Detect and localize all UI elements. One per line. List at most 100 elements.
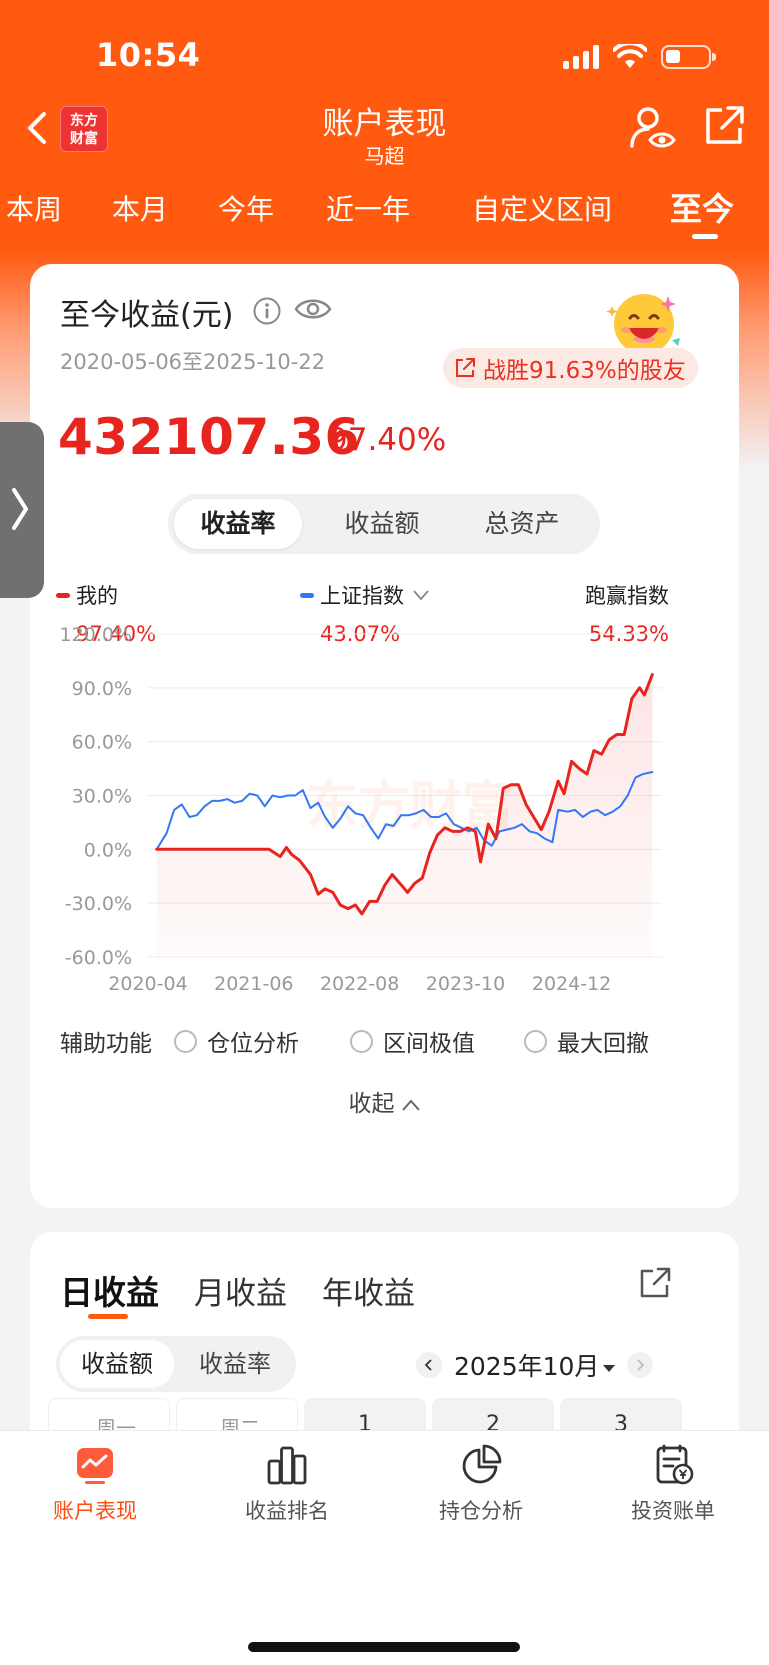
radio-icon	[524, 1029, 547, 1053]
return-chart[interactable]: 120.0% 90.0% 60.0% 30.0% 0.0% -30.0% -60.0% 202…	[30, 604, 739, 1024]
current-month-label: 2025年10月	[454, 1352, 600, 1381]
total-profit-rate: 97.40%	[328, 422, 447, 458]
eye-icon[interactable]	[294, 294, 332, 324]
mode-tab-rate[interactable]: 收益率	[199, 1350, 271, 1378]
chevron-right-icon	[637, 1359, 645, 1371]
bottom-nav-ranking-label: 收益排名	[245, 1499, 329, 1523]
battery-icon	[661, 45, 716, 69]
bottom-nav: 账户表现 收益排名 持仓分析 投资账单	[0, 1430, 769, 1665]
account-name: 马超	[364, 144, 405, 168]
tab-this-month[interactable]: 本月	[112, 193, 169, 226]
laughing-emoji-icon	[606, 294, 680, 354]
page-title: 账户表现	[322, 106, 447, 142]
y-tick-label: 120.0%	[60, 624, 132, 646]
tab-this-year[interactable]: 今年	[218, 193, 275, 226]
radio-icon	[174, 1029, 197, 1053]
user-view-icon[interactable]	[628, 104, 676, 152]
bottom-nav-ranking[interactable]: 收益排名	[212, 1443, 362, 1525]
aux-option-extremes[interactable]: 区间极值	[350, 1024, 475, 1058]
cellular-signal-icon	[563, 45, 599, 69]
next-month-button[interactable]	[627, 1352, 654, 1378]
prev-month-button[interactable]	[416, 1352, 442, 1378]
back-arrow-icon[interactable]	[22, 108, 52, 148]
period-tabs: 本周 本月 今年 近一年 自定义区间 至今	[0, 188, 769, 248]
info-icon[interactable]	[252, 296, 282, 326]
collapse-label: 收起	[348, 1091, 395, 1117]
aux-option-drawdown[interactable]: 最大回撤	[524, 1024, 649, 1058]
mode-tab-amount[interactable]: 收益额	[60, 1340, 174, 1388]
caret-down-icon	[603, 1364, 616, 1372]
aux-label: 辅助功能	[60, 1031, 152, 1057]
y-tick-label: -60.0%	[65, 947, 132, 969]
metric-tab-amount[interactable]: 收益额	[344, 509, 420, 538]
share-small-icon	[456, 358, 475, 377]
daily-mode-control: 收益额 收益率	[56, 1336, 296, 1392]
bottom-nav-performance-label: 账户表现	[53, 1499, 137, 1523]
share-icon[interactable]	[702, 104, 746, 148]
tab-monthly[interactable]: 月收益	[194, 1276, 287, 1312]
legend-mine: 我的 97.40%	[56, 580, 156, 646]
chevron-right-icon	[12, 488, 28, 530]
metric-segmented-control: 收益率 收益额 总资产	[168, 494, 600, 554]
side-drawer-handle[interactable]	[0, 422, 44, 598]
performance-chart-icon	[77, 1448, 113, 1484]
daily-tab-indicator	[88, 1314, 128, 1319]
active-tab-indicator	[692, 234, 718, 239]
aux-option-drawdown-label: 最大回撤	[557, 1031, 649, 1057]
total-profit-value: 432107.36	[58, 408, 360, 466]
tab-to-date[interactable]: 至今	[670, 190, 735, 228]
legend-outperform-label: 跑赢指数	[585, 584, 669, 608]
wifi-icon	[613, 44, 647, 68]
x-tick-label: 2022-08	[320, 973, 399, 995]
y-tick-label: 90.0%	[72, 678, 132, 700]
chart-watermark: 东方财富	[306, 777, 514, 837]
legend-mine-label: 我的	[76, 584, 118, 608]
y-tick-label: 0.0%	[84, 839, 132, 861]
tab-custom-range[interactable]: 自定义区间	[472, 193, 613, 226]
tab-daily[interactable]: 日收益	[60, 1273, 159, 1312]
mine-series-swatch	[56, 592, 70, 598]
performance-card: 至今收益(元) 2020-05-06至2025-10-22 战胜91.63%的股…	[30, 264, 739, 1208]
date-range: 2020-05-06至2025-10-22	[60, 350, 326, 374]
metric-tab-rate[interactable]: 收益率	[174, 499, 302, 549]
bottom-nav-holdings-label: 持仓分析	[439, 1499, 523, 1523]
radio-icon	[350, 1029, 373, 1053]
x-tick-label: 2020-04	[108, 973, 187, 995]
series-line-mine	[155, 673, 654, 916]
y-tick-label: -30.0%	[65, 893, 132, 915]
collapse-button[interactable]: 收起	[30, 1084, 739, 1118]
chevron-up-icon	[401, 1098, 420, 1111]
tab-last-year[interactable]: 近一年	[326, 193, 411, 226]
bar-chart-icon	[267, 1446, 307, 1485]
eastmoney-logo: 东方 财富	[60, 106, 108, 152]
y-tick-label: 60.0%	[72, 732, 132, 754]
pie-chart-icon	[462, 1444, 502, 1484]
chevron-left-icon	[424, 1359, 432, 1371]
bottom-nav-bill[interactable]: 投资账单	[598, 1443, 748, 1525]
index-series-swatch	[300, 592, 314, 598]
tab-yearly[interactable]: 年收益	[322, 1276, 415, 1312]
bottom-nav-holdings[interactable]: 持仓分析	[406, 1443, 556, 1525]
aux-option-position-label: 仓位分析	[207, 1031, 299, 1057]
status-icons	[563, 44, 716, 70]
profit-title: 至今收益(元)	[60, 298, 234, 333]
tab-this-week[interactable]: 本周	[6, 193, 63, 226]
aux-option-position[interactable]: 仓位分析	[174, 1024, 299, 1058]
status-bar: 10:54	[0, 0, 769, 90]
bottom-nav-performance[interactable]: 账户表现	[20, 1443, 170, 1525]
beat-rank-badge[interactable]: 战胜91.63%的股友	[443, 348, 698, 388]
nav-bar: 东方 财富 账户表现 马超	[0, 90, 769, 180]
x-tick-label: 2023-10	[426, 973, 505, 995]
metric-tab-assets[interactable]: 总资产	[484, 509, 560, 538]
mine-area	[156, 674, 653, 957]
legend-mine-value: 97.40%	[76, 622, 157, 646]
x-tick-label: 2021-06	[214, 973, 293, 995]
series-line-index	[155, 771, 654, 851]
bottom-nav-bill-label: 投资账单	[631, 1499, 715, 1523]
bill-icon	[656, 1444, 694, 1485]
share-icon[interactable]	[638, 1266, 672, 1300]
home-indicator	[248, 1642, 520, 1652]
x-tick-label: 2024-12	[532, 973, 611, 995]
current-month[interactable]: 2025年10月	[454, 1347, 616, 1383]
beat-rank-text: 战胜91.63%的股友	[483, 358, 686, 384]
